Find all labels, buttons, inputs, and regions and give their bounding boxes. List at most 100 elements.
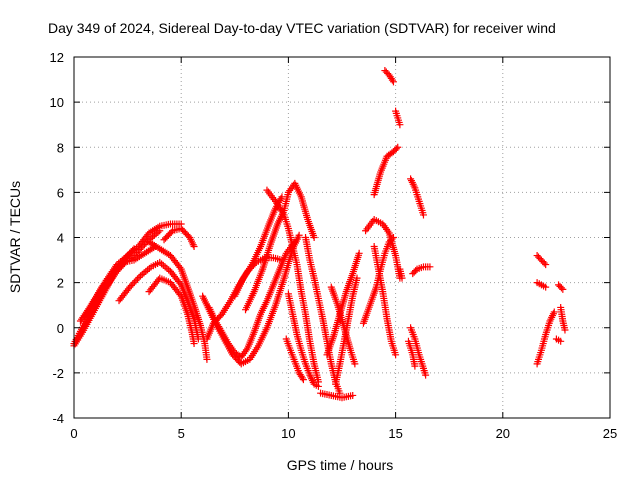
x-axis-title: GPS time / hours [287,457,394,473]
data-point [295,231,303,239]
data-point [126,283,134,291]
data-points [70,67,569,402]
series-arc-34 [533,252,550,269]
data-point [396,121,404,129]
data-point [314,382,322,390]
data-point [540,259,548,267]
series-arc-27 [392,107,404,129]
data-point [129,280,137,288]
series-arc-32 [404,337,419,370]
series-arc-5 [115,258,202,343]
series-arc-6 [145,238,211,363]
series-arc-18 [317,389,357,402]
data-point [542,261,550,269]
data-point [392,145,400,153]
data-point [113,265,121,273]
y-tick-label: 12 [50,50,64,65]
chart-title: Day 349 of 2024, Sidereal Day-to-day VTE… [48,20,556,36]
data-point [388,76,396,84]
x-tick-label: 15 [388,426,402,441]
data-point [176,290,184,298]
data-point [130,278,138,286]
data-point [299,376,307,384]
data-point [411,362,419,370]
data-point [110,268,118,276]
series-arc-31 [407,324,430,379]
series-arc-7 [160,224,198,251]
axes: 0 5 10 15 20 25 -4 -2 0 2 4 6 8 10 12 [50,50,618,441]
series-arc-29 [396,265,406,282]
data-point [349,391,357,399]
data-point [133,275,141,283]
series-arc-26 [381,67,397,86]
series-arc-15 [284,290,322,390]
data-point [353,274,361,282]
series-arc-30 [409,263,434,278]
data-point [550,308,558,316]
series-arc-22 [359,234,397,327]
data-point [557,337,565,345]
series-arc-28 [407,175,427,219]
x-tick-label: 5 [178,426,185,441]
data-point [355,249,363,257]
x-tick-label: 10 [281,426,295,441]
series-arc-24 [370,243,400,359]
data-point [398,274,406,282]
series-arc-21 [327,283,359,368]
data-point [115,263,123,271]
data-point [426,263,434,271]
x-tick-label: 25 [603,426,617,441]
data-point [190,340,198,348]
data-point [176,263,184,271]
data-point [394,143,402,151]
y-axis-title: SDTVAR / TECUs [7,181,23,293]
data-point [392,351,400,359]
series-arc-33 [533,308,558,368]
series-arc-36 [555,281,567,293]
y-tick-label: -4 [52,411,64,426]
data-point [190,243,198,251]
data-point [351,360,359,368]
x-tick-label: 0 [70,426,77,441]
series-arc-8 [145,274,198,348]
data-point [135,273,143,281]
data-point [561,326,569,334]
series-arc-11 [205,238,299,361]
series-arc-14 [263,186,322,386]
series-arc-16 [282,335,307,384]
y-tick-label: 8 [57,140,64,155]
data-point [559,285,567,293]
data-point [203,355,211,363]
data-point [116,262,124,270]
data-point [167,228,175,236]
y-tick-label: -2 [52,366,64,381]
data-point [112,266,120,274]
data-point [132,277,140,285]
data-point [118,260,126,268]
data-point [412,267,420,275]
series-arc-38 [557,303,569,334]
data-point [298,374,306,382]
series-arc-19 [323,249,363,359]
data-point [422,371,430,379]
y-tick-label: 10 [50,95,64,110]
data-point [557,284,565,292]
y-tick-label: 4 [57,231,64,246]
data-point [109,270,117,278]
data-point [176,279,184,287]
series-arc-13 [242,179,318,314]
series-arc-37 [552,335,565,345]
y-tick-label: 0 [57,321,64,336]
y-tick-label: 2 [57,276,64,291]
series-arc-35 [533,279,550,291]
data-point [542,283,550,291]
plot-frame [73,56,611,419]
data-point [419,211,427,219]
x-tick-label: 20 [496,426,510,441]
data-point [310,234,318,241]
data-point [389,78,397,86]
data-point [127,282,135,290]
series-arc-25 [370,143,402,199]
series-arc-4 [76,243,159,325]
